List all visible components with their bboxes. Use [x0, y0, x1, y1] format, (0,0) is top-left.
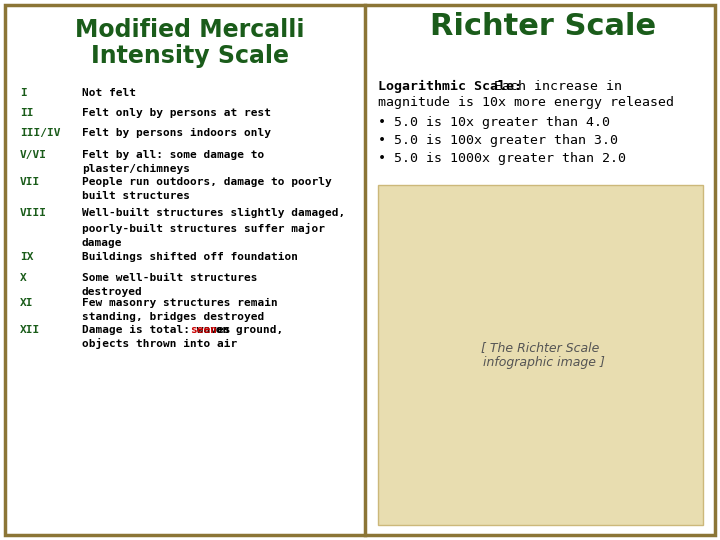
Text: Felt by persons indoors only: Felt by persons indoors only [82, 128, 271, 138]
Text: XI: XI [20, 298, 34, 308]
Text: seen: seen [190, 325, 217, 335]
Text: Felt by all: some damage to
plaster/chimneys: Felt by all: some damage to plaster/chim… [82, 150, 264, 174]
Text: V/VI: V/VI [20, 150, 47, 160]
Text: magnitude is 10x more energy released: magnitude is 10x more energy released [378, 96, 674, 109]
Text: objects thrown into air: objects thrown into air [82, 338, 238, 349]
Text: People run outdoors, damage to poorly
built structures: People run outdoors, damage to poorly bu… [82, 177, 332, 201]
Text: [ The Richter Scale
  infographic image ]: [ The Richter Scale infographic image ] [475, 341, 605, 369]
Bar [378, 185, 703, 525]
Text: Some well-built structures
destroyed: Some well-built structures destroyed [82, 273, 258, 297]
Text: II: II [20, 108, 34, 118]
Text: Intensity Scale: Intensity Scale [91, 44, 289, 68]
Text: Well-built structures slightly damaged,
poorly-built structures suffer major
dam: Well-built structures slightly damaged, … [82, 208, 346, 247]
Text: VIII: VIII [20, 208, 47, 218]
Text: on ground,: on ground, [209, 325, 283, 335]
Text: X: X [20, 273, 27, 283]
Text: • 5.0 is 1000x greater than 2.0: • 5.0 is 1000x greater than 2.0 [378, 152, 626, 165]
Text: III/IV: III/IV [20, 128, 60, 138]
Text: • 5.0 is 100x greater than 3.0: • 5.0 is 100x greater than 3.0 [378, 134, 618, 147]
Text: IX: IX [20, 252, 34, 262]
Text: Richter Scale: Richter Scale [430, 12, 656, 41]
Text: Damage is total: waves: Damage is total: waves [82, 325, 238, 335]
Text: Buildings shifted off foundation: Buildings shifted off foundation [82, 252, 298, 262]
Text: Modified Mercalli: Modified Mercalli [76, 18, 305, 42]
Text: Each increase in: Each increase in [486, 80, 622, 93]
Text: • 5.0 is 10x greater than 4.0: • 5.0 is 10x greater than 4.0 [378, 116, 610, 129]
Text: Logarithmic Scale:: Logarithmic Scale: [378, 80, 522, 93]
Text: XII: XII [20, 325, 40, 335]
Text: I: I [20, 88, 27, 98]
Text: Few masonry structures remain
standing, bridges destroyed: Few masonry structures remain standing, … [82, 298, 278, 322]
Text: Not felt: Not felt [82, 88, 136, 98]
Text: VII: VII [20, 177, 40, 187]
Text: Felt only by persons at rest: Felt only by persons at rest [82, 108, 271, 118]
